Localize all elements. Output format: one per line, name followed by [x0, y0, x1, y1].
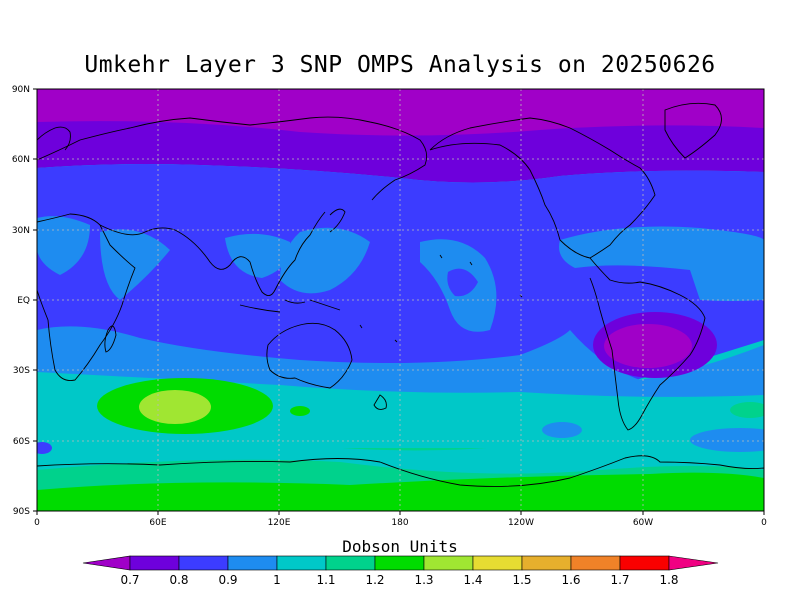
lon-label-120w: 120W	[508, 518, 534, 528]
colorbar-box-14-15	[472, 555, 523, 571]
lon-label-120e: 120E	[268, 518, 291, 528]
patch-lightblue-indian	[100, 229, 170, 300]
coast-indonesia	[239, 299, 341, 313]
band-s-polar-green	[37, 472, 764, 511]
cell-blue-dateline-south	[37, 442, 52, 454]
colorbar-label-10: 1	[273, 573, 281, 587]
patch-lightblue-africa	[37, 216, 90, 275]
lat-label-90n: 90N	[12, 85, 30, 95]
lat-label-30s: 30S	[13, 366, 30, 376]
lat-label-30n: 30N	[12, 226, 30, 236]
coast-greenland	[664, 102, 722, 159]
lon-label-60e: 60E	[149, 518, 166, 528]
cell-lightblue-atlantic-s	[542, 422, 582, 438]
coast-japan	[329, 208, 346, 233]
colorbar-label-09: 0.9	[218, 573, 237, 587]
colorbar-label-15: 1.5	[512, 573, 531, 587]
patch-lightblue-asia	[225, 233, 291, 278]
colorbar-box-15-16	[521, 555, 572, 571]
colorbar-underflow	[82, 555, 131, 571]
graticule	[37, 89, 764, 511]
colorbar-box-13-14	[423, 555, 474, 571]
colorbar-label-11: 1.1	[316, 573, 335, 587]
map-title: Umkehr Layer 3 SNP OMPS Analysis on 2025…	[84, 52, 716, 78]
colorbar-label-17: 1.7	[610, 573, 629, 587]
colorbar-box-11-12	[325, 555, 376, 571]
colorbar-label-08: 0.8	[169, 573, 188, 587]
coast-south-asia	[99, 211, 326, 296]
colorbar-box-10-11	[276, 555, 327, 571]
colorbar-label-07: 0.7	[120, 573, 139, 587]
band-n-polar	[37, 89, 764, 136]
lon-label-180: 180	[391, 518, 408, 528]
lon-label-60w: 60W	[633, 518, 653, 528]
colorbar-label-13: 1.3	[414, 573, 433, 587]
patch-lightblue-south	[37, 326, 764, 397]
colorbar-label-18: 1.8	[659, 573, 678, 587]
colorbar-label-16: 1.6	[561, 573, 580, 587]
coast-south-america	[589, 257, 706, 431]
lon-label-0-left: 0	[34, 518, 40, 528]
cell-green-small	[290, 406, 310, 416]
cell-yellowgreen-indian-ocean	[139, 390, 211, 424]
lat-label-eq: EQ	[17, 296, 30, 306]
lat-label-60n: 60N	[12, 155, 30, 165]
coast-scandinavia	[37, 126, 71, 151]
lon-label-0-right: 0	[761, 518, 767, 528]
coast-eurasia-north	[37, 116, 428, 201]
cell-magenta-south-america	[604, 324, 692, 368]
colorbar-label-12: 1.2	[365, 573, 384, 587]
coast-africa	[37, 213, 136, 381]
lon-ticks	[36, 511, 765, 515]
colorbar-box-17-18	[619, 555, 670, 571]
colorbar-box-12-13	[374, 555, 425, 571]
patch-blue-inner	[447, 268, 478, 297]
coast-new-zealand	[373, 394, 387, 410]
lat-label-90s: 90S	[13, 507, 30, 517]
band-s-midlat	[37, 426, 764, 474]
coast-antarctica	[37, 455, 764, 487]
lat-label-60s: 60S	[13, 437, 30, 447]
colorbar-box-09-10	[227, 555, 278, 571]
colorbar	[82, 555, 719, 571]
colorbar-box-08-09	[178, 555, 229, 571]
contour-field	[37, 89, 764, 511]
colorbar-overflow	[668, 555, 719, 571]
colorbar-label-14: 1.4	[463, 573, 482, 587]
coast-madagascar	[104, 325, 117, 353]
cell-lightblue-s-west	[690, 428, 764, 452]
cell-green-atlantic	[730, 402, 764, 418]
coast-australia	[266, 322, 353, 389]
coast-north-america	[429, 117, 656, 259]
colorbar-box-16-17	[570, 555, 621, 571]
band-n-blue-edge	[37, 164, 764, 195]
colorbar-box-07-08	[129, 555, 180, 571]
lat-ticks	[33, 88, 37, 512]
coastlines	[37, 102, 764, 487]
colorbar-title: Dobson Units	[342, 537, 458, 556]
